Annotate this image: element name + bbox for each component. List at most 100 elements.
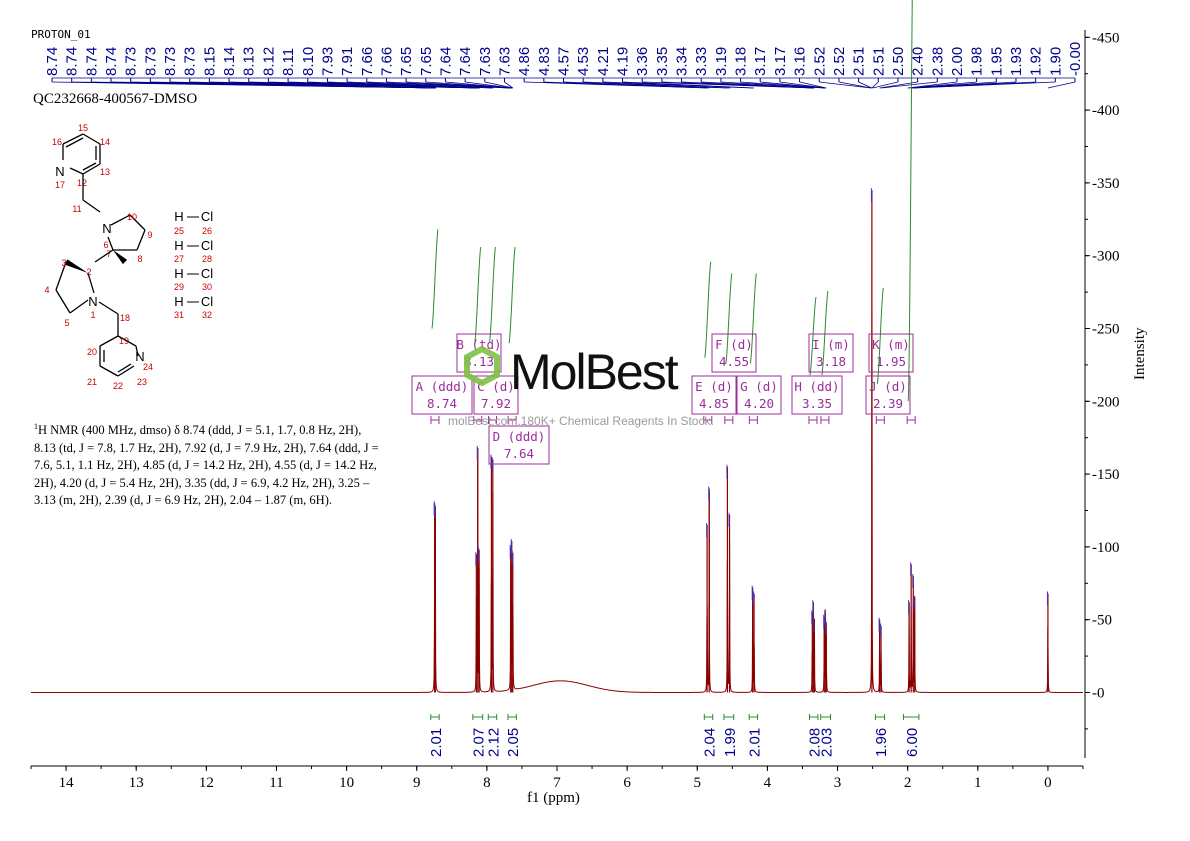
bond — [98, 301, 119, 315]
atom-number: 26 — [202, 226, 212, 236]
multiplet-shift: 3.18 — [816, 354, 846, 369]
peak-label: 7.65 — [398, 47, 415, 76]
bond — [82, 199, 101, 213]
x-tick-label: 5 — [694, 775, 702, 791]
watermark-logo-word: MolBest — [510, 344, 679, 400]
multiplet-id: K (m) — [872, 337, 910, 352]
peak-label: 8.73 — [142, 47, 159, 76]
multiplet-id: B (td) — [456, 337, 501, 352]
nmr-description-body: H NMR (400 MHz, dmso) δ 8.74 (ddd, J = 5… — [34, 423, 379, 508]
atom-number: 1 — [90, 310, 95, 320]
peak-label-connector — [799, 81, 827, 89]
peak-label: 2.52 — [831, 47, 848, 76]
atom-label: N — [135, 349, 144, 364]
peak-label: 8.74 — [83, 47, 100, 76]
spectrum-line — [31, 227, 1083, 693]
multiplet-box — [456, 333, 502, 373]
x-tick-label: 3 — [834, 775, 842, 791]
peak-label: 2.50 — [890, 47, 907, 76]
peak-label-connector — [307, 81, 480, 89]
peak-label-connector — [1047, 81, 1076, 89]
integral-value: 2.12 — [485, 728, 502, 757]
peak-label: 7.63 — [477, 47, 494, 76]
atom-number: 10 — [127, 212, 137, 222]
multiplet-box — [865, 375, 911, 415]
atom-number: 12 — [77, 178, 87, 188]
x-axis-title: f1 (ppm) — [527, 790, 580, 806]
peak-label: 8.74 — [44, 47, 61, 76]
integral-value: 2.05 — [505, 728, 522, 757]
y-tick-label: -300 — [1092, 249, 1120, 265]
hcl-h: H — [174, 266, 183, 281]
y-tick-label: -150 — [1092, 467, 1120, 483]
multiplet-id: H (dd) — [794, 379, 839, 394]
multiplet-id: E (d) — [695, 379, 733, 394]
atom-number: 2 — [86, 267, 91, 277]
peak-label: 3.18 — [733, 47, 750, 76]
y-tick-label: -100 — [1092, 540, 1120, 556]
sample-name: QC232668-400567-DMSO — [33, 91, 198, 107]
bond — [117, 335, 137, 347]
multiplet-shift: 8.74 — [427, 396, 457, 411]
peak-label: 8.11 — [280, 48, 297, 76]
experiment-label: PROTON_01 — [31, 28, 91, 41]
multiplet-id: G (d) — [740, 379, 778, 394]
hcl-cl: Cl — [201, 209, 213, 224]
integral-curve — [907, 0, 913, 402]
atom-number: 7 — [106, 249, 111, 259]
integral-value: 1.99 — [722, 728, 739, 757]
peak-label: 8.12 — [260, 47, 277, 76]
peak-label: 3.35 — [654, 47, 671, 76]
bond — [136, 229, 146, 251]
x-tick-label: 7 — [553, 775, 561, 791]
peak-label-connector — [701, 81, 815, 89]
bond — [62, 133, 84, 145]
peak-label: 7.64 — [457, 47, 474, 76]
peak-label: 8.73 — [123, 47, 140, 76]
peak-label: 1.93 — [1008, 47, 1025, 76]
y-tick-label: -450 — [1092, 30, 1120, 46]
integral-curve — [474, 246, 482, 344]
x-tick-label: 0 — [1044, 775, 1052, 791]
y-tick-label: -350 — [1092, 176, 1120, 192]
integral-value: 2.03 — [819, 728, 836, 757]
atom-number: 5 — [64, 318, 69, 328]
atom-number: 32 — [202, 310, 212, 320]
peak-label-connector — [543, 81, 710, 89]
bond — [69, 299, 89, 314]
integral-value: 6.00 — [904, 728, 921, 757]
peak-label-connector — [189, 81, 436, 89]
multiplet-shift: 7.64 — [504, 446, 534, 461]
bond — [65, 137, 84, 148]
peak-label: 8.13 — [241, 47, 258, 76]
peak-label-group: 8.74 8.74 8.74 8.74 8.73 8.73 8.73 8.73 8.15 8.14… — [44, 42, 1084, 89]
y-tick-label: -0 — [1092, 685, 1105, 701]
peak-label-connector — [779, 81, 826, 89]
x-tick-label: 4 — [764, 775, 772, 791]
multiplet-shift: 3.35 — [802, 396, 832, 411]
integral-value: 2.07 — [471, 728, 488, 757]
molecule-structure: N 15 14 13 16 17 12 11 N 6 10 9 8 7 2 N 3 4 5 1 18 19 N 20 21 22 2… — [44, 123, 213, 391]
peak-label: 3.16 — [792, 47, 809, 76]
multiplet-id: I (m) — [812, 337, 850, 352]
bond — [110, 214, 131, 226]
bond — [82, 133, 101, 145]
multiplet-id: A (ddd) — [416, 379, 469, 394]
atom-number: 11 — [72, 204, 81, 214]
peak-label: 4.57 — [556, 47, 573, 76]
bond — [99, 365, 119, 377]
peak-label: 2.00 — [949, 47, 966, 76]
peak-label: 3.36 — [634, 47, 651, 76]
bond — [117, 365, 135, 377]
atom-number: 27 — [174, 254, 184, 264]
multiplet-shift: 4.20 — [744, 396, 774, 411]
integral-value: 2.04 — [701, 728, 718, 757]
peak-label: 3.34 — [674, 47, 691, 76]
multiplet-shift: 1.95 — [876, 354, 906, 369]
atom-number: 28 — [202, 254, 212, 264]
peak-label: 3.17 — [752, 47, 769, 76]
peak-label: 8.10 — [300, 47, 317, 76]
multiplet-shift: 7.92 — [481, 396, 511, 411]
atom-number: 14 — [100, 137, 110, 147]
atom-number: 19 — [119, 336, 129, 346]
